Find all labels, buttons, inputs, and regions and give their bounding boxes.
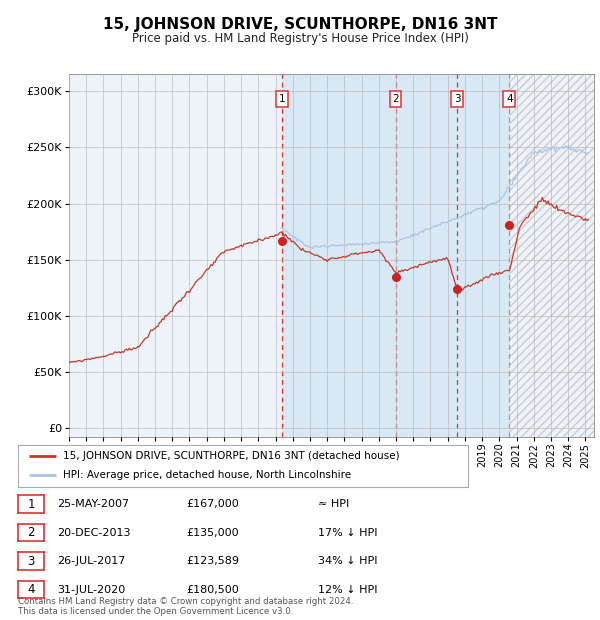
Text: 15, JOHNSON DRIVE, SCUNTHORPE, DN16 3NT: 15, JOHNSON DRIVE, SCUNTHORPE, DN16 3NT xyxy=(103,17,497,32)
Text: 31-JUL-2020: 31-JUL-2020 xyxy=(57,585,125,595)
Text: 12% ↓ HPI: 12% ↓ HPI xyxy=(318,585,377,595)
Text: 34% ↓ HPI: 34% ↓ HPI xyxy=(318,556,377,566)
Text: 3: 3 xyxy=(454,94,461,104)
Text: 25-MAY-2007: 25-MAY-2007 xyxy=(57,499,129,509)
Text: This data is licensed under the Open Government Licence v3.0.: This data is licensed under the Open Gov… xyxy=(18,607,293,616)
Text: £123,589: £123,589 xyxy=(186,556,239,566)
Text: 17% ↓ HPI: 17% ↓ HPI xyxy=(318,528,377,538)
Text: 2: 2 xyxy=(28,526,35,539)
Text: HPI: Average price, detached house, North Lincolnshire: HPI: Average price, detached house, Nort… xyxy=(63,471,351,480)
Text: 20-DEC-2013: 20-DEC-2013 xyxy=(57,528,131,538)
Text: 3: 3 xyxy=(28,555,35,567)
Text: Contains HM Land Registry data © Crown copyright and database right 2024.: Contains HM Land Registry data © Crown c… xyxy=(18,597,353,606)
Text: Price paid vs. HM Land Registry's House Price Index (HPI): Price paid vs. HM Land Registry's House … xyxy=(131,32,469,45)
Text: 1: 1 xyxy=(279,94,286,104)
Text: 4: 4 xyxy=(28,583,35,596)
Text: 26-JUL-2017: 26-JUL-2017 xyxy=(57,556,125,566)
Text: £180,500: £180,500 xyxy=(186,585,239,595)
Text: £167,000: £167,000 xyxy=(186,499,239,509)
Text: 2: 2 xyxy=(392,94,399,104)
Text: £135,000: £135,000 xyxy=(186,528,239,538)
Text: 15, JOHNSON DRIVE, SCUNTHORPE, DN16 3NT (detached house): 15, JOHNSON DRIVE, SCUNTHORPE, DN16 3NT … xyxy=(63,451,400,461)
Bar xyxy=(509,74,594,437)
Text: 1: 1 xyxy=(28,498,35,510)
Text: ≈ HPI: ≈ HPI xyxy=(318,499,349,509)
Bar xyxy=(509,74,594,437)
Text: 4: 4 xyxy=(506,94,512,104)
Bar xyxy=(282,74,509,437)
